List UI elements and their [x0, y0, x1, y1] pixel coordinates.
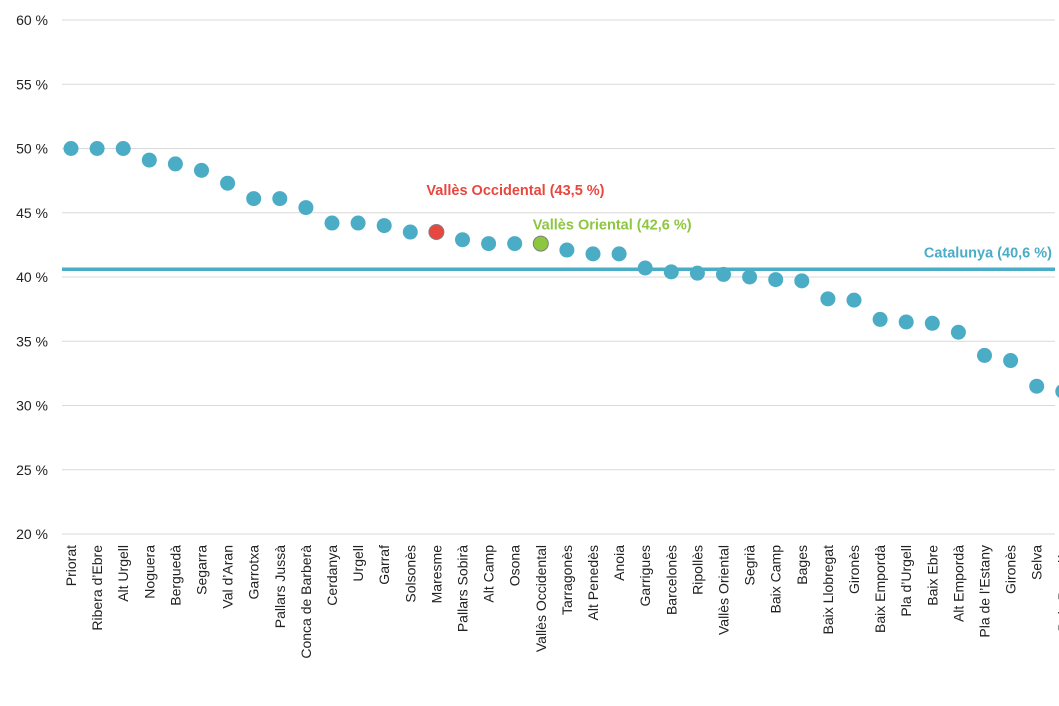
x-category-label: Ribera d’Ebre — [89, 545, 105, 631]
data-point — [298, 200, 314, 216]
x-category-label: Alt Camp — [481, 545, 497, 603]
x-category-label: Anoia — [611, 545, 627, 581]
x-category-label: Pallars Jussà — [272, 545, 288, 628]
x-category-label: Val d’Aran — [220, 545, 236, 609]
y-tick-label: 60 % — [16, 12, 48, 28]
data-point — [246, 191, 262, 207]
x-category-label: Pallars Sobirà — [455, 545, 471, 632]
data-point — [1003, 353, 1019, 369]
data-point — [689, 265, 705, 281]
y-tick-label: 45 % — [16, 205, 48, 221]
data-point — [1055, 384, 1059, 398]
x-category-label: Selva — [1029, 545, 1045, 580]
x-category-label: Segarra — [194, 545, 210, 595]
x-category-label: Baix Camp — [768, 545, 784, 614]
y-tick-label: 20 % — [16, 526, 48, 542]
x-category-label: Vallès Oriental — [716, 545, 732, 635]
data-points — [63, 141, 1059, 398]
data-point — [977, 347, 992, 363]
data-point — [63, 141, 79, 156]
reference-line-label: Catalunya (40,6 %) — [924, 245, 1052, 261]
highlight-annotation: Vallès Oriental (42,6 %) — [533, 218, 692, 234]
x-category-label: Baix Llobregat — [820, 545, 836, 635]
y-tick-labels: 20 % 25 % 30 % 35 % 40 % 45 % 50 % 55 % 60 % — [16, 12, 48, 542]
data-point — [924, 315, 940, 331]
x-category-label: Baix Penedès — [1055, 545, 1059, 631]
x-category-label: Berguedà — [167, 545, 183, 606]
data-point — [1029, 378, 1045, 394]
x-category-label: Conca de Barberà — [298, 545, 314, 659]
data-point — [481, 236, 497, 252]
data-point — [141, 152, 157, 168]
x-category-label: Garrotxa — [246, 545, 262, 600]
x-category-label: Noguera — [141, 545, 157, 599]
y-tick-label: 30 % — [16, 398, 48, 414]
data-point — [507, 236, 523, 252]
data-point — [846, 292, 862, 308]
x-category-label: Osona — [507, 545, 523, 586]
x-category-label: Priorat — [63, 545, 79, 586]
y-tick-label: 40 % — [16, 269, 48, 285]
x-category-label: Garraf — [376, 545, 392, 585]
data-point — [115, 141, 131, 156]
y-tick-label: 25 % — [16, 462, 48, 478]
x-category-label: Ripollès — [689, 545, 705, 595]
x-category-label: Vallès Occidental — [533, 545, 549, 652]
x-category-label: Tarragonès — [559, 545, 575, 615]
x-category-label: Pla de l’Estany — [977, 545, 993, 638]
data-point — [820, 291, 836, 307]
x-category-label: Baix Ebre — [924, 545, 940, 606]
y-tick-label: 55 % — [16, 76, 48, 92]
x-category-label: Gironès — [1003, 545, 1019, 594]
x-category-label: Alt Empordà — [950, 545, 966, 622]
data-point — [742, 269, 758, 285]
x-category-label: Gironès — [846, 545, 862, 594]
highlight-annotation: Vallès Occidental (43,5 %) — [426, 183, 604, 199]
data-point — [402, 224, 418, 240]
data-point — [585, 246, 601, 262]
x-category-label: Solsonès — [402, 545, 418, 603]
data-point — [89, 141, 105, 156]
x-category-label: Barcelonès — [663, 545, 679, 615]
data-point — [350, 215, 366, 231]
data-point — [611, 246, 627, 262]
x-category-label: Pla d’Urgell — [898, 545, 914, 617]
y-gridlines — [62, 19, 1055, 535]
x-category-label: Baix Empordà — [872, 545, 888, 633]
data-point — [220, 175, 236, 191]
x-category-label: Segrià — [742, 545, 758, 586]
x-category-label: Urgell — [350, 545, 366, 582]
y-tick-label: 35 % — [16, 333, 48, 349]
y-tick-label: 50 % — [16, 141, 48, 157]
x-category-label: Garrigues — [637, 545, 653, 606]
data-point — [898, 314, 914, 330]
data-point — [194, 162, 209, 178]
x-category-label: Alt Penedès — [585, 545, 601, 621]
data-point — [559, 242, 575, 258]
highlighted-data-point — [428, 224, 445, 241]
data-point — [768, 272, 784, 288]
x-category-label: Bages — [794, 545, 810, 585]
data-point — [950, 324, 966, 340]
data-point — [663, 264, 679, 280]
x-category-labels: Priorat Ribera d’Ebre Alt Urgell Noguera Ber… — [63, 545, 1059, 659]
data-point — [637, 260, 653, 276]
data-point — [272, 191, 288, 207]
data-point — [376, 218, 392, 234]
data-point — [716, 266, 731, 282]
data-point — [455, 232, 470, 248]
data-point — [872, 311, 888, 327]
data-point — [324, 215, 340, 231]
x-category-label: Cerdanya — [324, 545, 340, 606]
data-point — [794, 273, 810, 289]
data-point — [167, 156, 183, 172]
x-category-label: Maresme — [428, 545, 444, 604]
highlighted-data-point — [532, 235, 549, 252]
x-category-label: Alt Urgell — [115, 545, 131, 602]
